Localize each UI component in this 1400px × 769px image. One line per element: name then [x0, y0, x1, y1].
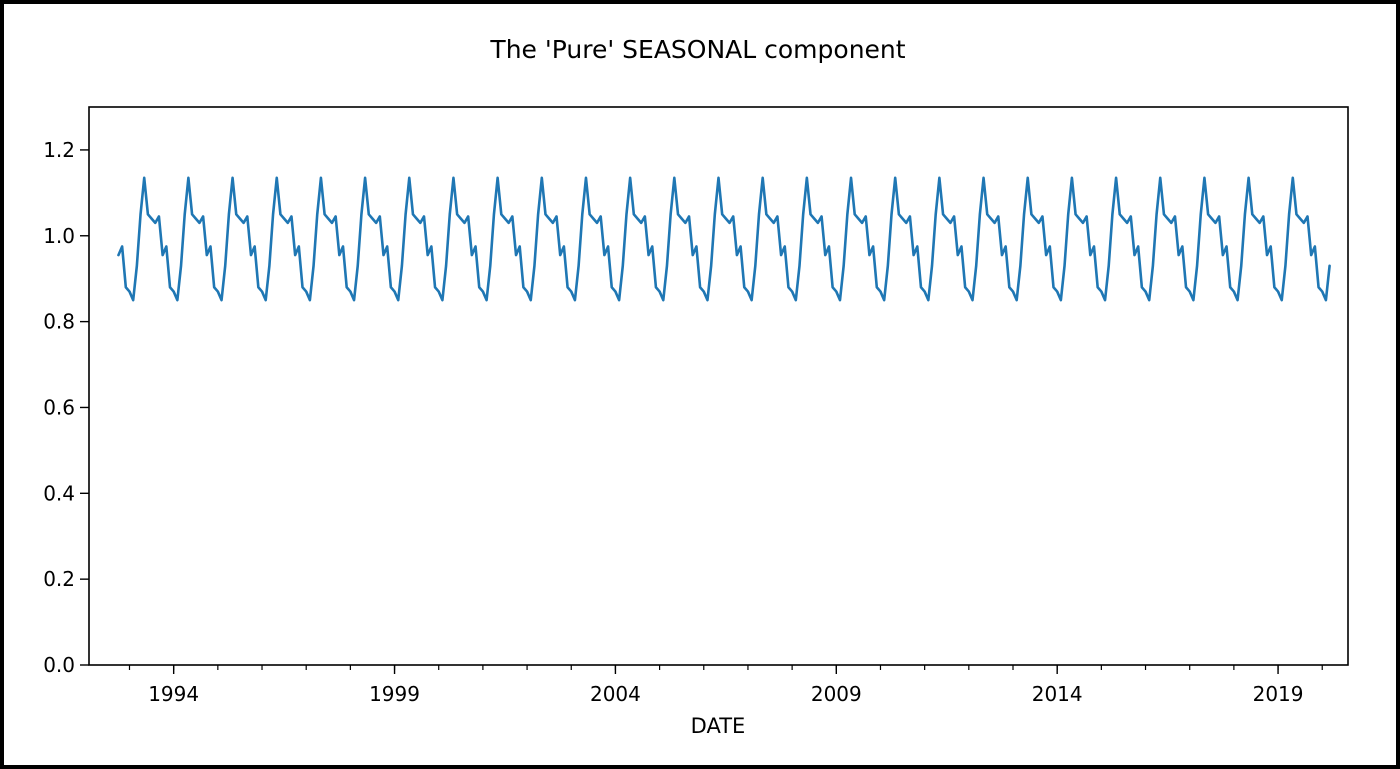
y-tick-label: 0.6	[43, 395, 75, 419]
y-tick-label: 0.2	[43, 567, 75, 591]
y-axis: 0.0 0.2 0.4 0.6 0.8 1.0 1.2	[43, 138, 89, 677]
y-tick-label: 0.8	[43, 310, 75, 334]
y-tick-label: 0.0	[43, 653, 75, 677]
x-tick-label: 1999	[369, 682, 420, 706]
y-tick-label: 0.4	[43, 481, 75, 505]
x-tick-label: 2009	[811, 682, 862, 706]
x-tick-label: 1994	[148, 682, 199, 706]
x-axis-label: DATE	[691, 714, 746, 738]
plot-border	[88, 106, 1349, 666]
y-tick-label: 1.0	[43, 224, 75, 248]
y-tick-label: 1.2	[43, 138, 75, 162]
plot-area	[89, 107, 1348, 665]
x-axis: 1994 1999 2004 2009 2014 2019	[128, 665, 1323, 706]
x-tick-label: 2014	[1032, 682, 1083, 706]
x-tick-label: 2019	[1253, 682, 1304, 706]
chart-title: The 'Pure' SEASONAL component	[489, 35, 905, 64]
x-tick-label: 2004	[590, 682, 641, 706]
chart-marks	[117, 176, 1331, 302]
series-line-0	[117, 176, 1331, 302]
